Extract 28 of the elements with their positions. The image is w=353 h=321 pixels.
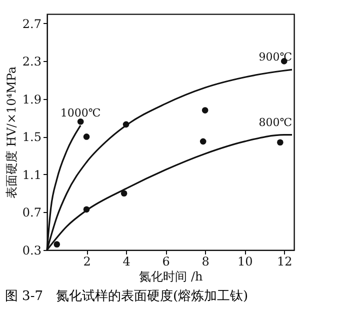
x-tick-label: 8: [202, 254, 210, 268]
x-tick-label: 4: [122, 254, 131, 268]
x-tick-label: 10: [237, 254, 253, 268]
point: [83, 206, 90, 213]
y-tick-label: 1.5: [22, 130, 42, 144]
series-label: 1000℃: [60, 106, 101, 120]
point: [83, 134, 90, 140]
y-tick-label: 2.7: [22, 16, 42, 31]
y-tick-label: 0.7: [22, 206, 42, 220]
y-tick-label: 1.1: [22, 168, 42, 182]
point: [200, 138, 206, 145]
x-tick-label: 12: [276, 254, 292, 268]
x-axis-title: 氮化时间 /h: [139, 270, 204, 284]
point: [77, 118, 84, 125]
point: [202, 107, 208, 114]
x-tick-label: 6: [162, 254, 170, 268]
x-tick-label: 2: [83, 254, 91, 268]
point: [120, 190, 128, 197]
y-tick-label: 1.9: [22, 92, 42, 106]
point: [277, 139, 284, 146]
series-label: 900℃: [258, 50, 292, 64]
text: 图 3-7 氮化试样的表面硬度(熔炼加工钛): [4, 288, 248, 304]
point: [122, 121, 130, 128]
point: [54, 241, 60, 248]
y-tick-label: 0.3: [22, 244, 42, 258]
series-label: 800℃: [258, 116, 292, 129]
y-axis-title: 表面硬度 HV/×10⁴MPa: [4, 66, 18, 199]
y-tick-label: 2.3: [22, 54, 42, 69]
